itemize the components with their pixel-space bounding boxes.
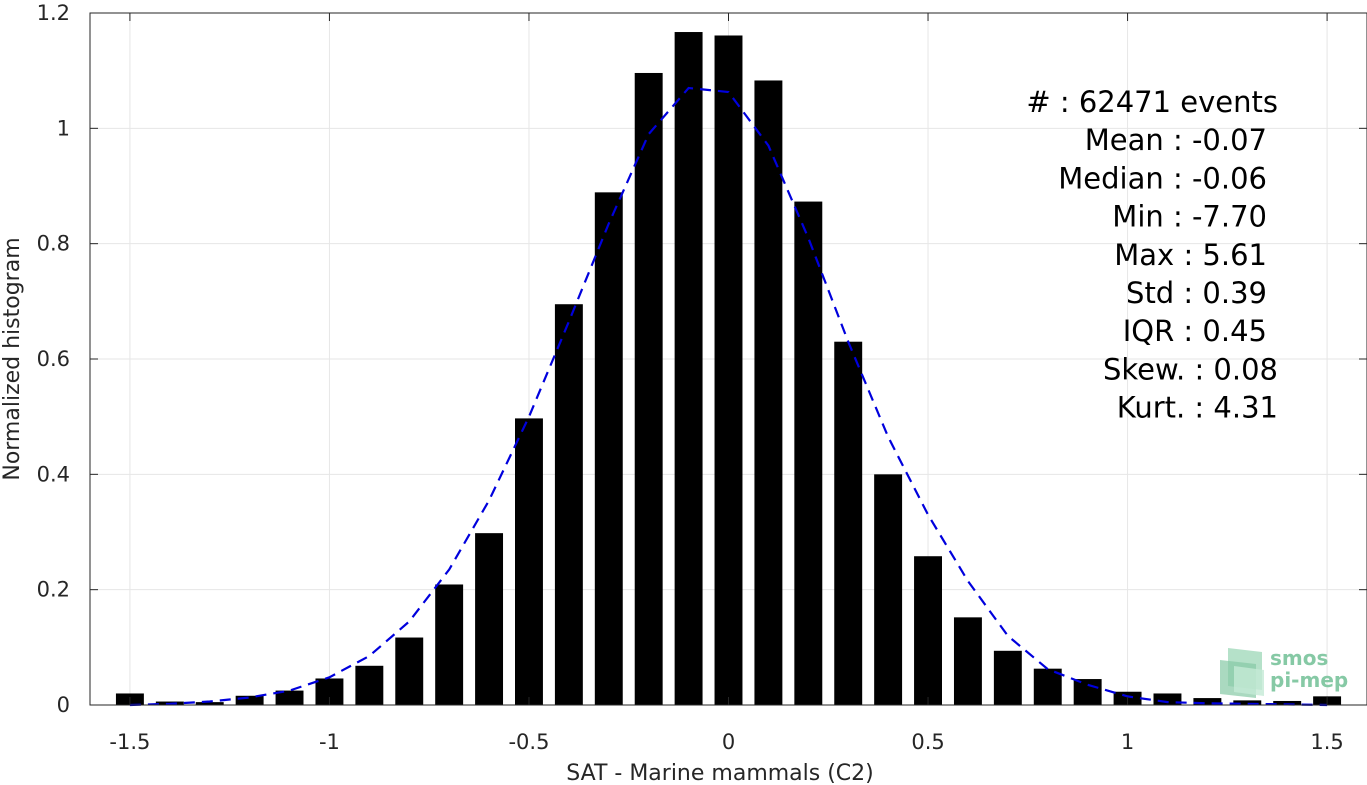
- histogram-bar: [874, 474, 903, 705]
- x-tick-label: 0: [722, 730, 735, 754]
- histogram-bar: [554, 304, 583, 705]
- stat-line: Std : 0.39: [1126, 276, 1267, 310]
- x-axis-label: SAT - Marine mammals (C2): [566, 761, 874, 785]
- histogram-bar: [834, 341, 863, 705]
- histogram-bar: [953, 617, 982, 705]
- bars: [115, 32, 1342, 706]
- histogram-bar: [754, 80, 783, 706]
- histogram-bar: [475, 533, 504, 705]
- histogram-bar: [355, 665, 384, 705]
- fit-curve: [129, 86, 1328, 707]
- histogram-bar: [1273, 700, 1302, 705]
- logo-line2: pi-mep: [1270, 668, 1348, 692]
- histogram-bar: [674, 32, 703, 705]
- histogram-bar: [794, 201, 823, 705]
- histogram-bar: [515, 418, 543, 705]
- histogram-bar: [1033, 668, 1062, 705]
- stat-line: Median : -0.06: [1058, 161, 1267, 195]
- y-tick-label: 1: [57, 116, 70, 140]
- x-tick-label: -1.5: [109, 730, 150, 754]
- x-ticks: -1.5 -1 -0.5 0 0.5 1 1.5: [109, 13, 1344, 754]
- x-tick-label: 0.5: [911, 730, 944, 754]
- histogram-bar: [1073, 679, 1102, 705]
- histogram-bar: [1153, 693, 1182, 705]
- y-tick-label: 0: [57, 693, 70, 717]
- stats-box: # : 62471 events Mean : -0.07 Median : -0.…: [1026, 85, 1278, 425]
- histogram-bar: [275, 690, 304, 705]
- histogram-bar: [395, 637, 424, 705]
- x-tick-label: -0.5: [508, 730, 549, 754]
- histogram-bar: [1193, 698, 1222, 705]
- histogram-bar: [435, 584, 464, 705]
- histogram-bar: [235, 695, 264, 705]
- histogram-bar: [195, 702, 224, 705]
- y-tick-label: 0.6: [37, 347, 70, 371]
- x-tick-label: -1: [319, 730, 340, 754]
- histogram-bar: [1233, 700, 1262, 705]
- stat-line: Skew. : 0.08: [1103, 352, 1278, 386]
- y-axis-label: Normalized histogram: [0, 237, 25, 480]
- stat-line: IQR : 0.45: [1123, 314, 1267, 348]
- histogram-bar: [634, 72, 663, 706]
- y-tick-label: 0.2: [37, 578, 70, 602]
- y-tick-label: 0.4: [37, 462, 70, 486]
- stat-line: # : 62471 events: [1026, 85, 1278, 119]
- y-ticks: 0 0.2 0.4 0.6 0.8 1 1.2: [37, 1, 1367, 717]
- histogram-bar: [594, 192, 623, 706]
- stat-line: Min : -7.70: [1112, 200, 1267, 234]
- y-tick-label: 0.8: [37, 232, 70, 256]
- logo-line1: smos: [1270, 646, 1328, 670]
- smos-pimep-logo: smos pi-mep: [1220, 646, 1348, 698]
- x-tick-label: 1.5: [1310, 730, 1343, 754]
- x-tick-label: 1: [1121, 730, 1134, 754]
- stat-line: Kurt. : 4.31: [1117, 391, 1278, 425]
- histogram-bar: [993, 650, 1022, 705]
- logo-mark-icon: [1220, 648, 1264, 698]
- histogram-bar: [914, 556, 942, 705]
- histogram-bar: [714, 35, 743, 706]
- stat-line: Max : 5.61: [1114, 238, 1267, 272]
- y-tick-label: 1.2: [37, 1, 70, 25]
- stat-line: Mean : -0.07: [1085, 123, 1267, 157]
